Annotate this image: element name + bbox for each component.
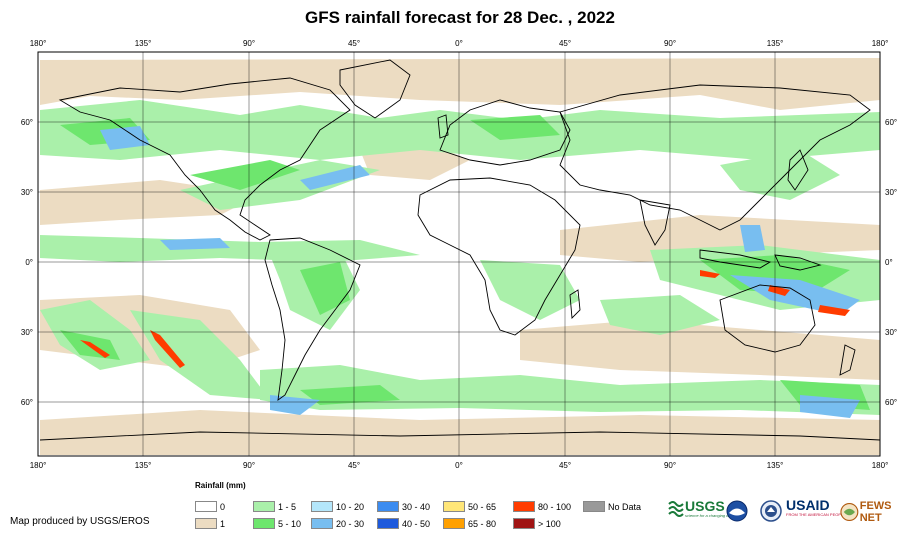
fews-globe-icon <box>840 503 859 521</box>
lon-label: 135° <box>767 461 784 470</box>
legend-swatch <box>377 501 399 512</box>
legend-label: 30 - 40 <box>402 501 431 512</box>
lat-label: 60° <box>885 398 897 407</box>
top-longitude-labels: 180° 135° 90° 45° 0° 45° 90° 135° 180° <box>30 39 889 48</box>
lon-label: 90° <box>243 39 255 48</box>
noaa-logo <box>726 500 748 522</box>
lat-label: 0° <box>25 258 33 267</box>
legend-swatch <box>443 501 465 512</box>
legend-label: 40 - 50 <box>402 518 431 529</box>
map-svg: 180° 135° 90° 45° 0° 45° 90° 135° 180° 1… <box>21 39 897 470</box>
lon-label: 45° <box>559 461 571 470</box>
lat-label: 30° <box>21 328 33 337</box>
legend-item: No Data <box>583 500 641 513</box>
legend-swatch <box>443 518 465 529</box>
lon-label: 135° <box>135 39 152 48</box>
legend-label: > 100 <box>538 518 561 529</box>
lon-label: 90° <box>664 461 676 470</box>
legend-swatch <box>513 501 535 512</box>
legend-label: 50 - 65 <box>468 501 497 512</box>
lat-label: 60° <box>21 118 33 127</box>
legend-item: 40 - 50 <box>377 517 430 530</box>
legend-label: 80 - 100 <box>538 501 572 512</box>
lon-label: 180° <box>30 39 47 48</box>
usgs-tagline: science for a changing world <box>685 512 736 518</box>
legend-swatch <box>311 501 333 512</box>
legend-swatch <box>253 518 275 529</box>
legend-item: 30 - 40 <box>377 500 430 513</box>
legend-swatch <box>513 518 535 529</box>
usaid-logo: USAID FROM THE AMERICAN PEOPLE <box>786 498 846 517</box>
rainfall-map: 180° 135° 90° 45° 0° 45° 90° 135° 180° 1… <box>21 39 897 470</box>
logo-strip: USGS science for a changing world USAID … <box>668 498 913 532</box>
usaid-tagline: FROM THE AMERICAN PEOPLE <box>786 512 846 517</box>
doi-logo <box>760 500 782 522</box>
map-title: GFS rainfall forecast for 28 Dec. , 2022 <box>305 8 615 27</box>
graticule <box>38 52 880 456</box>
legend-swatch <box>253 501 275 512</box>
lat-label: 0° <box>885 258 893 267</box>
legend-swatch <box>583 501 605 512</box>
lon-label: 180° <box>872 39 889 48</box>
lat-label: 60° <box>885 118 897 127</box>
map-credit: Map produced by USGS/EROS <box>10 516 150 527</box>
lat-label: 30° <box>21 188 33 197</box>
legend-swatch <box>311 518 333 529</box>
lon-label: 180° <box>30 461 47 470</box>
lon-label: 180° <box>872 461 889 470</box>
lon-label: 45° <box>348 39 360 48</box>
legend-item: 50 - 65 <box>443 500 496 513</box>
left-latitude-labels: 60° 30° 0° 30° 60° <box>21 118 33 407</box>
legend-item: 20 - 30 <box>311 517 364 530</box>
lon-label: 135° <box>767 39 784 48</box>
legend-item: 0 <box>195 500 225 513</box>
noaa-icon <box>726 500 748 522</box>
legend-item: 65 - 80 <box>443 517 496 530</box>
fews-text: FEWS NET <box>859 500 892 524</box>
usaid-text: USAID <box>786 497 830 513</box>
lat-label: 30° <box>885 328 897 337</box>
lon-label: 90° <box>243 461 255 470</box>
fewsnet-logo: FEWS NET <box>840 500 913 524</box>
usgs-wave-icon <box>668 501 684 517</box>
legend-item: 1 <box>195 517 225 530</box>
map-frame <box>37 51 881 457</box>
legend-item: 5 - 10 <box>253 517 301 530</box>
lon-label: 0° <box>455 461 463 470</box>
usgs-logo: USGS science for a changing world <box>668 498 736 518</box>
usgs-text: USGS <box>685 497 725 514</box>
legend-label: 1 - 5 <box>278 501 297 512</box>
lon-label: 45° <box>559 39 571 48</box>
doi-seal-icon <box>760 500 782 522</box>
legend-label: 1 <box>220 518 226 529</box>
bottom-longitude-labels: 180° 135° 90° 45° 0° 45° 90° 135° 180° <box>30 461 889 470</box>
legend-label: 0 <box>220 501 226 512</box>
legend-swatch <box>377 518 399 529</box>
legend-label: 20 - 30 <box>336 518 365 529</box>
legend-label: 10 - 20 <box>336 501 365 512</box>
legend-swatch <box>195 518 217 529</box>
right-latitude-labels: 60° 30° 0° 30° 60° <box>885 118 897 407</box>
lat-label: 60° <box>21 398 33 407</box>
legend-item: > 100 <box>513 517 561 530</box>
legend-label: No Data <box>608 501 642 512</box>
legend-swatch <box>195 501 217 512</box>
lon-label: 135° <box>135 461 152 470</box>
legend-label: 65 - 80 <box>468 518 497 529</box>
legend-title: Rainfall (mm) <box>195 481 246 490</box>
lon-label: 90° <box>664 39 676 48</box>
lon-label: 0° <box>455 39 463 48</box>
lat-label: 30° <box>885 188 897 197</box>
legend: 0 1 1 - 5 5 - 10 10 - 20 20 - 30 30 - 40… <box>195 500 645 532</box>
extreme-rain-areas <box>80 270 850 368</box>
legend-item: 80 - 100 <box>513 500 571 513</box>
legend-item: 1 - 5 <box>253 500 296 513</box>
lon-label: 45° <box>348 461 360 470</box>
legend-label: 5 - 10 <box>278 518 302 529</box>
coastlines <box>39 59 881 441</box>
legend-item: 10 - 20 <box>311 500 364 513</box>
